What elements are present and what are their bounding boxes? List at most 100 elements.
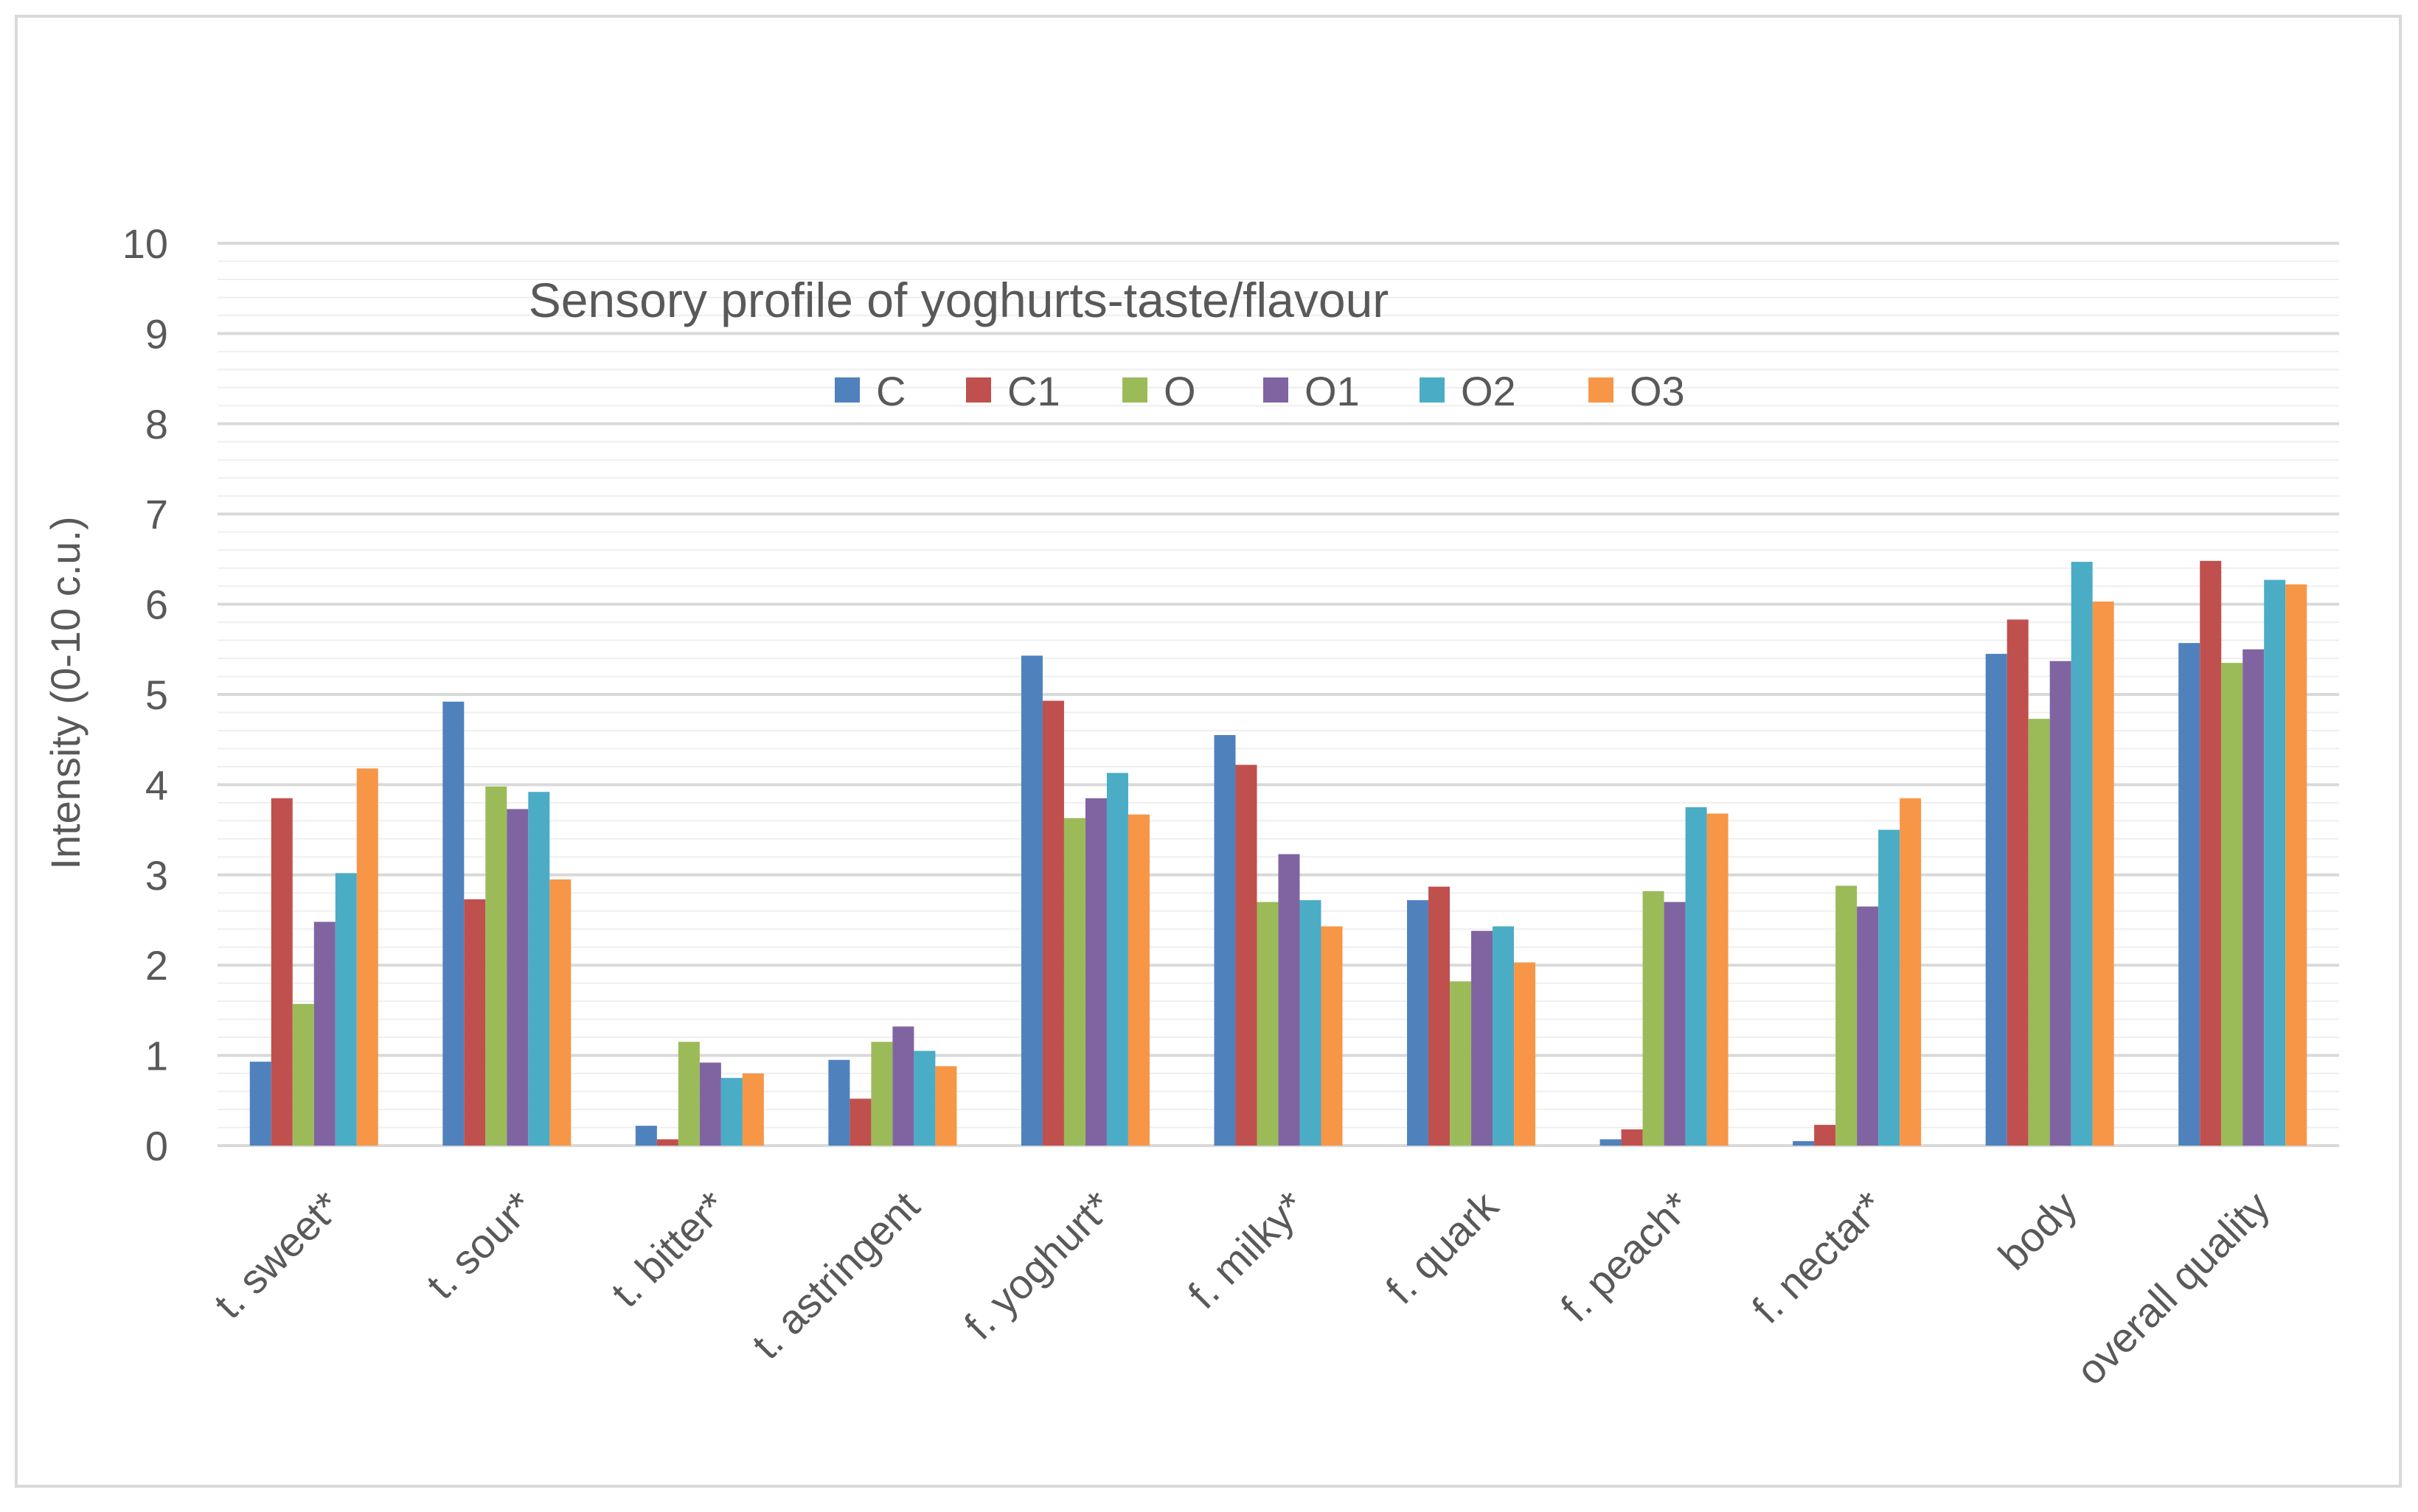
bar: [1321, 926, 1343, 1146]
y-tick-label: 4: [145, 762, 168, 808]
legend-label: C: [876, 368, 906, 414]
x-category-label: body: [1990, 1182, 2085, 1278]
y-tick-label: 3: [145, 852, 168, 899]
bar: [1814, 1124, 1836, 1146]
bar: [699, 1062, 721, 1146]
x-category-label: overall quality: [2067, 1182, 2279, 1394]
bar: [2178, 643, 2200, 1146]
legend-label: C1: [1007, 368, 1060, 414]
x-category-label: t. astringent: [743, 1182, 928, 1368]
bar: [1428, 886, 1451, 1146]
bar: [871, 1042, 893, 1146]
legend-swatch: [966, 377, 991, 403]
x-category-label: f. milky*: [1179, 1182, 1314, 1317]
bar: [1021, 655, 1043, 1146]
legend: C C1 O O1 O2 O3: [835, 368, 1685, 414]
legend-swatch: [1588, 377, 1613, 403]
bar: [1299, 900, 1321, 1146]
bar: [1599, 1139, 1622, 1146]
x-category-label: t. sour*: [417, 1182, 543, 1308]
bar: [271, 798, 293, 1146]
bar: [1685, 807, 1707, 1146]
bar: [1793, 1140, 1815, 1146]
bar: [356, 768, 378, 1146]
chart-title: Sensory profile of yoghurts-taste/flavou…: [529, 273, 1389, 327]
y-tick-label: 5: [145, 672, 168, 718]
legend-swatch: [835, 377, 860, 403]
bar: [1235, 764, 1257, 1146]
bars: [249, 560, 2307, 1146]
bar: [2264, 579, 2286, 1146]
bar: [850, 1098, 872, 1146]
legend-label: O3: [1630, 368, 1685, 414]
bar: [1642, 891, 1664, 1146]
bar: [1706, 813, 1729, 1146]
bar: [2200, 560, 2222, 1146]
y-tick-label: 9: [145, 310, 168, 357]
bar: [442, 701, 465, 1146]
y-tick-label: 6: [145, 582, 168, 628]
legend-label: O2: [1461, 368, 1516, 414]
legend-swatch: [1122, 377, 1147, 403]
bar: [1878, 829, 1900, 1146]
bar: [1835, 885, 1858, 1146]
bar: [528, 792, 550, 1146]
bar: [1063, 818, 1085, 1146]
bar: [249, 1062, 271, 1146]
legend-label: O: [1164, 368, 1196, 414]
bar: [1857, 906, 1879, 1146]
bar: [935, 1066, 957, 1146]
bar: [2221, 663, 2243, 1146]
x-category-label: t. bitter*: [602, 1182, 735, 1316]
bar: [635, 1126, 657, 1146]
legend-label: O1: [1304, 368, 1360, 414]
bar: [1621, 1129, 1643, 1146]
bar: [485, 786, 507, 1146]
x-category-label: f. yoghurt*: [955, 1182, 1121, 1348]
x-category-label: t. sweet*: [205, 1182, 350, 1327]
bar: [678, 1042, 700, 1146]
bar: [1214, 735, 1236, 1146]
bar: [720, 1078, 743, 1146]
bar: [1664, 902, 1686, 1146]
y-tick-label: 1: [145, 1033, 168, 1079]
bar: [1278, 854, 1300, 1146]
bar: [2049, 661, 2071, 1146]
legend-swatch: [1263, 377, 1288, 403]
bar: [742, 1073, 764, 1146]
bar: [1900, 798, 1922, 1146]
x-category-label: f. peach*: [1552, 1182, 1700, 1331]
legend-swatch: [1420, 377, 1445, 403]
bar: [507, 809, 529, 1146]
x-axis-categories: t. sweet* t. sour* t. bitter* t. astringent…: [205, 1182, 2279, 1393]
bar: [2028, 719, 2050, 1146]
bar: [1407, 900, 1429, 1146]
bar: [1471, 930, 1493, 1146]
bar: [2071, 562, 2093, 1146]
bar: [313, 922, 336, 1146]
bar: [2007, 619, 2029, 1146]
bar: [464, 899, 486, 1146]
x-category-label: f. nectar*: [1743, 1182, 1893, 1332]
bar: [1257, 902, 1279, 1146]
y-axis-title: Intensity (0-10 c.u.): [42, 516, 88, 869]
y-axis-ticks: 0 1 2 3 4 5 6 7 8 9 10: [122, 220, 168, 1169]
y-tick-label: 7: [145, 491, 168, 537]
bar: [914, 1051, 936, 1146]
bar: [828, 1059, 850, 1146]
bar: [335, 873, 357, 1146]
x-category-label: f. quark: [1377, 1182, 1507, 1312]
bar: [549, 879, 572, 1146]
y-tick-label: 0: [145, 1123, 168, 1169]
y-tick-label: 8: [145, 401, 168, 447]
bar: [1985, 653, 2007, 1146]
bar: [2092, 601, 2114, 1146]
bar: [892, 1026, 914, 1146]
bar: [1450, 981, 1472, 1146]
bar: [292, 1003, 314, 1146]
bar: [1493, 926, 1515, 1146]
bar: [1042, 700, 1064, 1146]
bar: [2242, 649, 2265, 1146]
bar: [1514, 962, 1536, 1146]
